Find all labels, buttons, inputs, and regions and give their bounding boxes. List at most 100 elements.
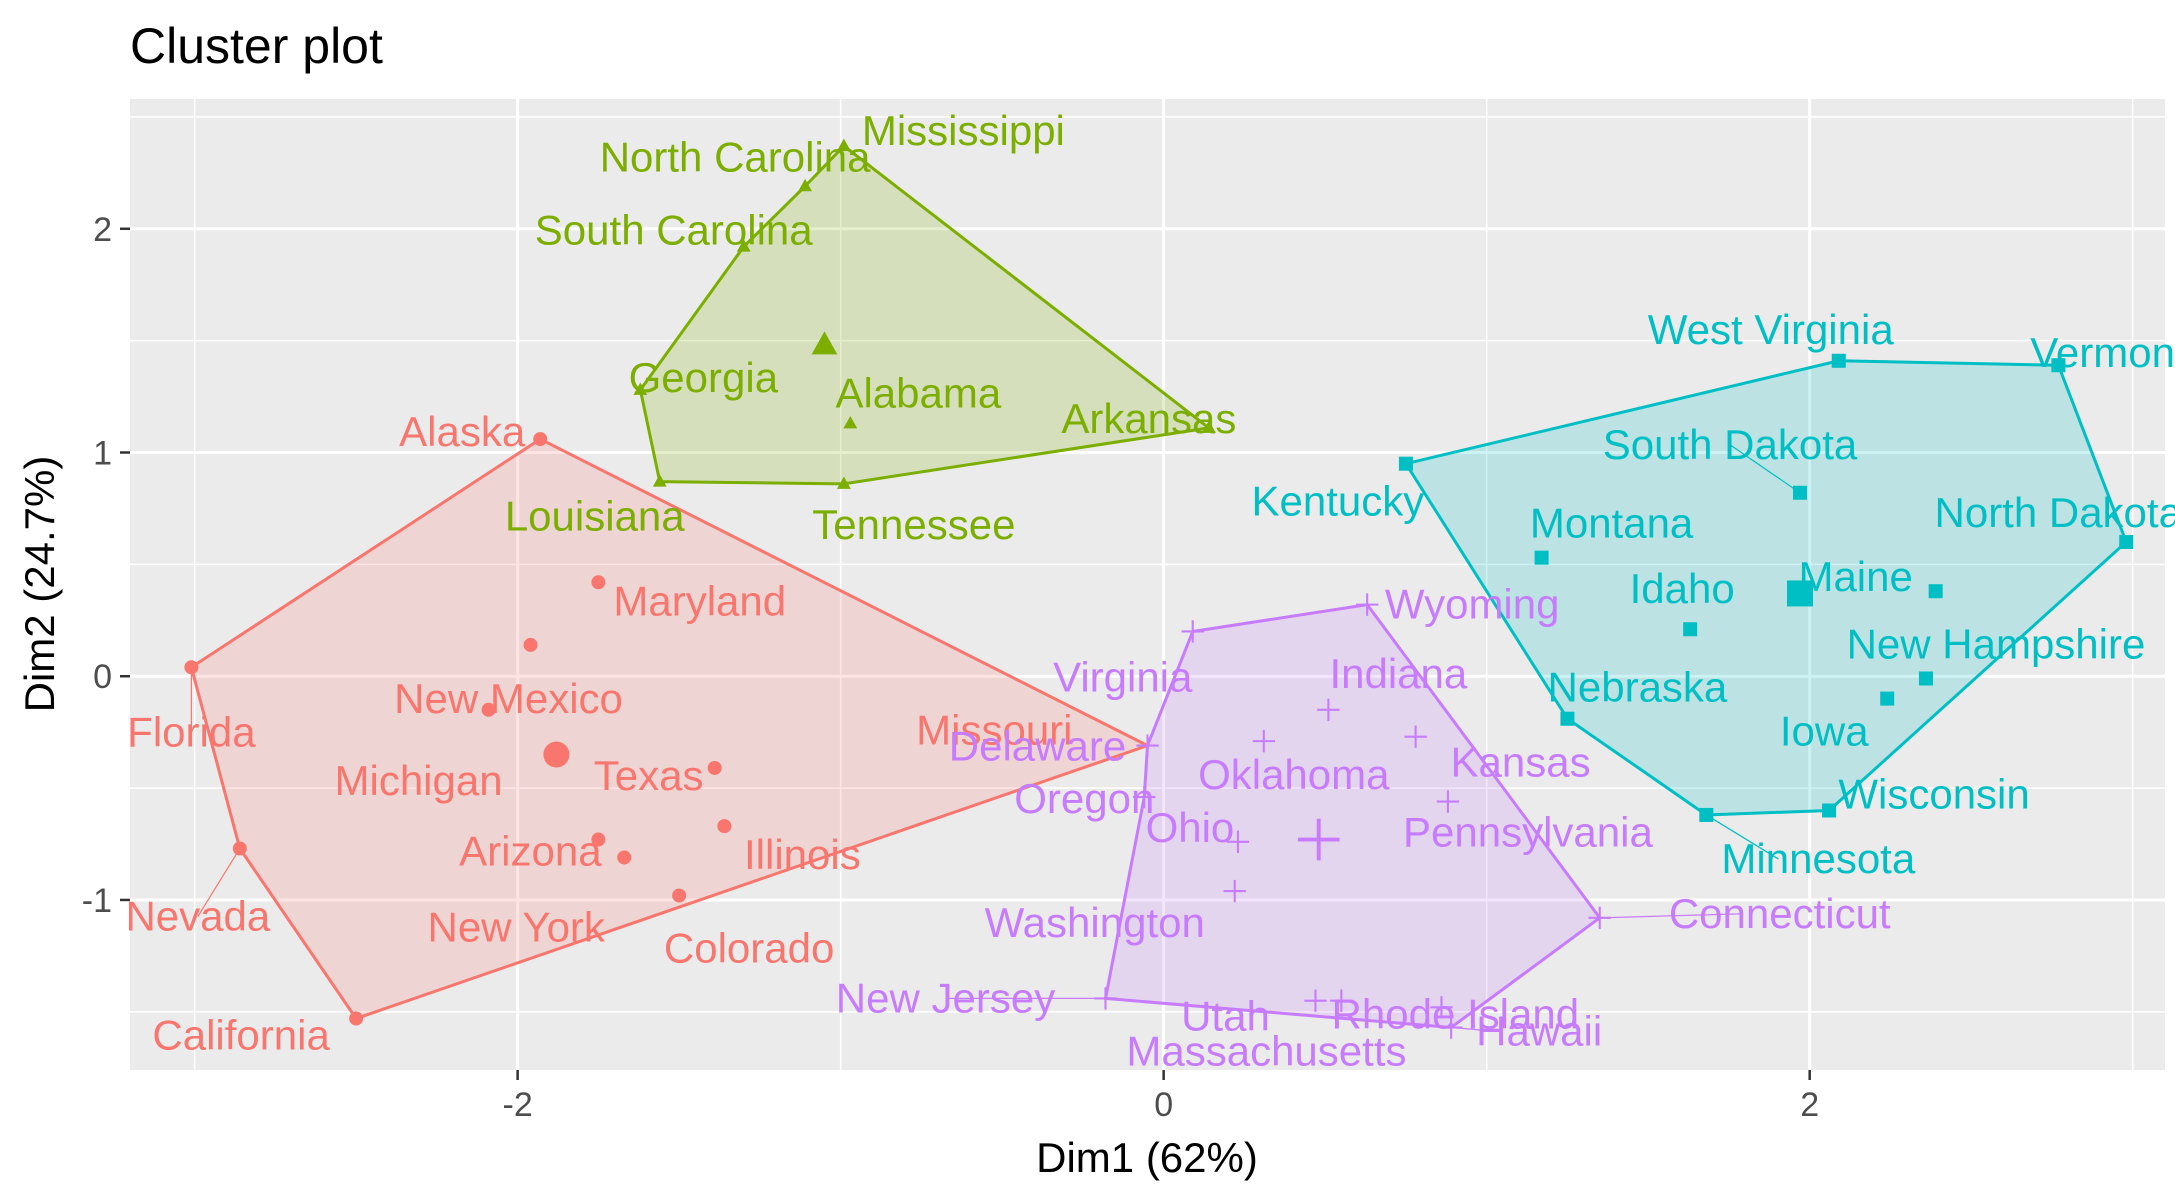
cluster-4-hull	[1103, 603, 1602, 1030]
point-vermont	[2051, 358, 2066, 373]
label-oklahoma: Oklahoma	[1198, 751, 1390, 798]
y-axis-title: Dim2 (24.7%)	[16, 456, 63, 713]
point-massachusetts	[1430, 996, 1453, 1019]
label-indiana: Indiana	[1329, 650, 1467, 697]
data-points	[184, 138, 2134, 1039]
label-alabama: Alabama	[835, 369, 1001, 416]
point-mississippi	[836, 138, 851, 151]
cluster-2-center	[811, 331, 838, 355]
label-nebraska: Nebraska	[1548, 664, 1728, 711]
label-north-carolina: North Carolina	[600, 133, 871, 180]
label-florida: Florida	[127, 708, 256, 755]
point-illinois	[717, 819, 732, 834]
point-arkansas	[1201, 420, 1216, 433]
point-north-carolina	[798, 178, 813, 192]
x-axis-title: Dim1 (62%)	[1036, 1134, 1258, 1181]
point-iowa	[1880, 691, 1895, 706]
label-arizona: Arizona	[459, 828, 602, 875]
point-oregon	[1133, 785, 1156, 809]
label-leaders	[190, 444, 1801, 1033]
label-texas: Texas	[594, 752, 704, 799]
point-louisiana	[652, 474, 667, 487]
leader-connecticut	[1599, 913, 1740, 919]
cluster-2-hull	[638, 143, 1213, 486]
label-oregon: Oregon	[1014, 775, 1154, 822]
gridlines	[130, 99, 2165, 1070]
point-delaware	[1136, 734, 1159, 757]
point-kansas	[1404, 725, 1427, 748]
point-maine	[1928, 584, 1943, 599]
point-new-york	[617, 850, 632, 865]
point-nebraska	[1560, 711, 1575, 726]
point-pennsylvania	[1436, 790, 1460, 813]
point-nevada	[232, 841, 247, 856]
point-labels: Alaska Maryland New Mexico Michigan Florida T…	[125, 107, 2175, 1074]
label-iowa: Iowa	[1780, 708, 1869, 755]
label-rhode-island: Rhode Island	[1332, 991, 1580, 1038]
x-tick-label: 0	[1154, 1086, 1173, 1124]
point-minnesota	[1699, 807, 1714, 822]
label-michigan: Michigan	[335, 757, 503, 804]
point-virginia	[1181, 620, 1204, 643]
label-alaska: Alaska	[399, 408, 526, 455]
point-washington	[1223, 879, 1246, 903]
point-georgia	[633, 382, 648, 395]
point-south-carolina	[736, 239, 751, 252]
label-south-carolina: South Carolina	[535, 207, 813, 254]
leader-minnesota	[1706, 814, 1779, 860]
x-tick-label: -2	[503, 1086, 533, 1124]
cluster-3-hull	[1403, 359, 2129, 817]
label-maine: Maine	[1798, 553, 1912, 600]
label-minnesota: Minnesota	[1721, 835, 1915, 882]
label-new-york: New York	[427, 903, 605, 950]
label-tennessee: Tennessee	[812, 501, 1015, 548]
label-hawaii: Hawaii	[1476, 1007, 1602, 1054]
point-colorado	[672, 888, 687, 903]
point-oklahoma	[1252, 729, 1275, 753]
point-wisconsin	[1822, 803, 1837, 818]
label-maryland: Maryland	[613, 577, 786, 624]
label-missouri: Missouri	[916, 707, 1072, 754]
point-florida	[184, 660, 199, 675]
label-washington: Washington	[985, 899, 1205, 946]
x-tick-label: 2	[1800, 1086, 1819, 1124]
label-louisiana: Louisiana	[505, 493, 685, 540]
label-west-virginia: West Virginia	[1648, 306, 1895, 353]
label-vermont: Vermont	[2030, 329, 2175, 376]
point-new-mexico	[523, 637, 538, 652]
cluster-1-center	[543, 741, 570, 768]
y-tick-label: -1	[82, 882, 112, 920]
point-wyoming	[1355, 593, 1379, 616]
point-south-dakota	[1792, 485, 1807, 500]
y-tick-label: 2	[93, 211, 112, 249]
point-connecticut	[1588, 906, 1611, 930]
point-michigan	[481, 702, 496, 717]
label-massachusetts: Massachusetts	[1126, 1027, 1406, 1074]
y-tick-label: 0	[93, 658, 112, 696]
label-new-mexico: New Mexico	[394, 675, 623, 722]
cluster-hulls	[189, 143, 2129, 1030]
label-connecticut: Connecticut	[1669, 890, 1891, 937]
label-utah: Utah	[1181, 993, 1270, 1040]
label-kansas: Kansas	[1451, 739, 1591, 786]
label-colorado: Colorado	[664, 924, 834, 971]
point-indiana	[1317, 698, 1340, 721]
y-tick-label: 1	[93, 434, 112, 472]
label-montana: Montana	[1530, 500, 1694, 547]
cluster-4-center	[1297, 818, 1340, 861]
point-new-jersey	[1094, 987, 1117, 1010]
label-virginia: Virginia	[1053, 653, 1193, 700]
label-new-hampshire: New Hampshire	[1847, 620, 2146, 667]
label-illinois: Illinois	[744, 831, 861, 878]
cluster-3-center	[1786, 580, 1813, 607]
label-pennsylvania: Pennsylvania	[1403, 809, 1653, 856]
cluster-1-hull	[189, 437, 1152, 1021]
point-alabama	[843, 416, 858, 429]
label-ohio: Ohio	[1146, 804, 1235, 851]
label-new-jersey: New Jersey	[836, 974, 1055, 1021]
chart-title: Cluster plot	[130, 18, 383, 74]
label-georgia: Georgia	[629, 354, 779, 401]
point-new-hampshire	[1918, 671, 1933, 686]
point-montana	[1534, 550, 1549, 565]
